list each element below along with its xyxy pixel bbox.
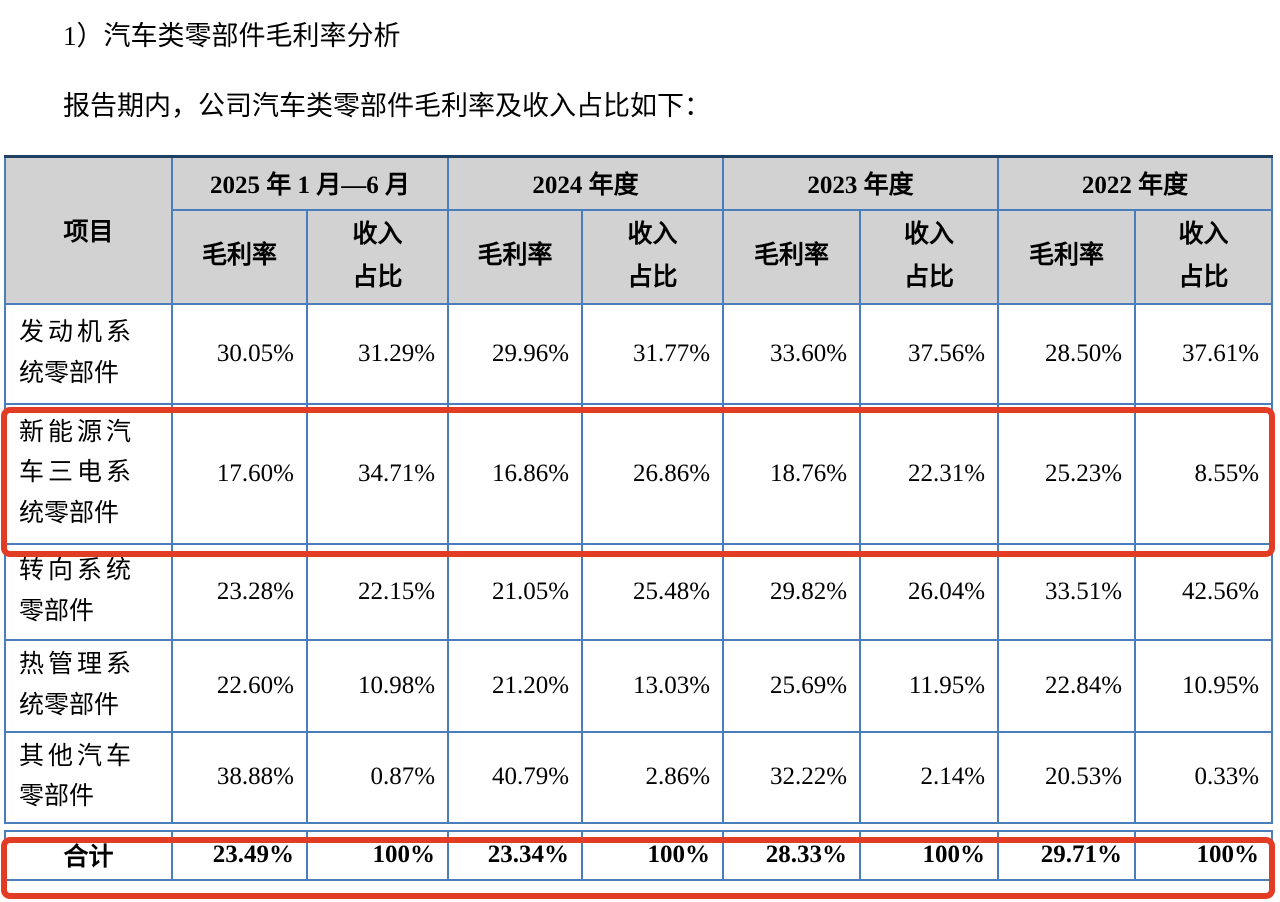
value-cell: 25.48% — [581, 542, 725, 641]
col-header-revenue-share: 收入 占比 — [1134, 208, 1274, 305]
value-cell: 10.95% — [1134, 638, 1274, 733]
value-cell: 26.04% — [859, 542, 1000, 641]
value-cell: 16.86% — [447, 402, 584, 545]
value-cell: 22.31% — [859, 402, 1000, 545]
value-cell: 38.88% — [171, 730, 308, 824]
value-cell: 33.60% — [722, 302, 862, 405]
value-cell: 29.71% — [997, 829, 1136, 881]
value-cell: 20.53% — [997, 730, 1137, 824]
value-cell: 100% — [1134, 829, 1273, 881]
value-cell: 18.76% — [722, 402, 862, 545]
value-cell: 28.50% — [997, 302, 1137, 405]
col-header-gross-margin: 毛利率 — [447, 208, 584, 305]
item-cell: 其他汽车零部件 — [4, 730, 173, 824]
value-cell: 33.51% — [997, 542, 1137, 641]
period-header-2023: 2023 年度 — [722, 155, 1000, 211]
value-cell: 10.98% — [305, 638, 450, 733]
value-cell: 42.56% — [1134, 542, 1274, 641]
value-cell: 25.69% — [722, 638, 862, 733]
value-cell: 29.96% — [447, 302, 584, 405]
value-cell: 30.05% — [171, 302, 308, 405]
item-cell: 新能源汽车三电系统零部件 — [4, 402, 173, 545]
value-cell: 31.29% — [305, 302, 450, 405]
value-cell: 23.49% — [171, 829, 308, 881]
value-cell: 22.15% — [305, 542, 450, 641]
value-cell: 8.55% — [1134, 402, 1274, 545]
period-header-2025h1: 2025 年 1 月—6 月 — [170, 155, 450, 211]
col-header-revenue-share: 收入 占比 — [305, 208, 450, 305]
table-row-thermal-management-parts: 热管理系统零部件 22.60% 10.98% 21.20% 13.03% 25.… — [4, 638, 1274, 733]
value-cell: 37.61% — [1134, 302, 1274, 405]
value-cell: 23.34% — [447, 829, 583, 881]
value-cell: 32.22% — [722, 730, 862, 824]
value-cell: 21.20% — [447, 638, 584, 733]
value-cell: 25.23% — [997, 402, 1137, 545]
value-cell: 22.84% — [997, 638, 1137, 733]
col-header-item: 项目 — [4, 155, 173, 305]
item-cell: 转向系统零部件 — [4, 542, 173, 641]
table-row-other-auto-parts: 其他汽车零部件 38.88% 0.87% 40.79% 2.86% 32.22%… — [4, 730, 1274, 824]
table-row-steering-parts: 转向系统零部件 23.28% 22.15% 21.05% 25.48% 29.8… — [4, 542, 1274, 641]
value-cell: 2.14% — [859, 730, 1000, 824]
value-cell: 2.86% — [581, 730, 725, 824]
table-row-nev-three-electric-parts: 新能源汽车三电系统零部件 17.60% 34.71% 16.86% 26.86%… — [4, 402, 1274, 545]
value-cell: 26.86% — [581, 402, 725, 545]
sub-header-row: 毛利率 收入 占比 毛利率 收入 占比 毛利率 收入 占比 毛利率 收入 占比 — [5, 208, 1274, 305]
col-header-revenue-share: 收入 占比 — [581, 208, 725, 305]
period-header-2024: 2024 年度 — [447, 155, 725, 211]
value-cell: 17.60% — [171, 402, 308, 545]
value-cell: 28.33% — [722, 829, 861, 881]
table-row-engine-parts: 发动机系统零部件 30.05% 31.29% 29.96% 31.77% 33.… — [4, 302, 1274, 405]
value-cell: 29.82% — [722, 542, 862, 641]
value-cell: 40.79% — [447, 730, 584, 824]
margin-table: 项目 2025 年 1 月—6 月 2024 年度 2023 年度 2022 年… — [4, 155, 1274, 824]
table-row-total: 合计 23.49% 100% 23.34% 100% 28.33% 100% 2… — [4, 829, 1273, 881]
value-cell: 37.56% — [859, 302, 1000, 405]
value-cell: 31.77% — [581, 302, 725, 405]
section-title: 1）汽车类零部件毛利率分析 — [63, 21, 401, 51]
value-cell: 11.95% — [859, 638, 1000, 733]
intro-paragraph: 报告期内，公司汽车类零部件毛利率及收入占比如下： — [63, 91, 711, 121]
col-header-gross-margin: 毛利率 — [171, 208, 308, 305]
item-cell: 热管理系统零部件 — [4, 638, 173, 733]
value-cell: 100% — [581, 829, 724, 881]
value-cell: 0.33% — [1134, 730, 1274, 824]
col-header-revenue-share: 收入 占比 — [859, 208, 1000, 305]
value-cell: 23.28% — [171, 542, 308, 641]
col-header-gross-margin: 毛利率 — [722, 208, 862, 305]
value-cell: 100% — [306, 829, 449, 881]
value-cell: 0.87% — [305, 730, 450, 824]
value-cell: 100% — [859, 829, 999, 881]
value-cell: 21.05% — [447, 542, 584, 641]
item-cell: 发动机系统零部件 — [4, 302, 173, 405]
total-row-table: 合计 23.49% 100% 23.34% 100% 28.33% 100% 2… — [4, 829, 1273, 881]
value-cell: 22.60% — [171, 638, 308, 733]
value-cell: 34.71% — [305, 402, 450, 545]
col-header-gross-margin: 毛利率 — [997, 208, 1137, 305]
period-header-2022: 2022 年度 — [997, 155, 1274, 211]
total-label-cell: 合计 — [4, 829, 173, 881]
period-header-row: 项目 2025 年 1 月—6 月 2024 年度 2023 年度 2022 年… — [4, 155, 1274, 305]
value-cell: 13.03% — [581, 638, 725, 733]
margin-table-container: 项目 2025 年 1 月—6 月 2024 年度 2023 年度 2022 年… — [1, 155, 1275, 899]
